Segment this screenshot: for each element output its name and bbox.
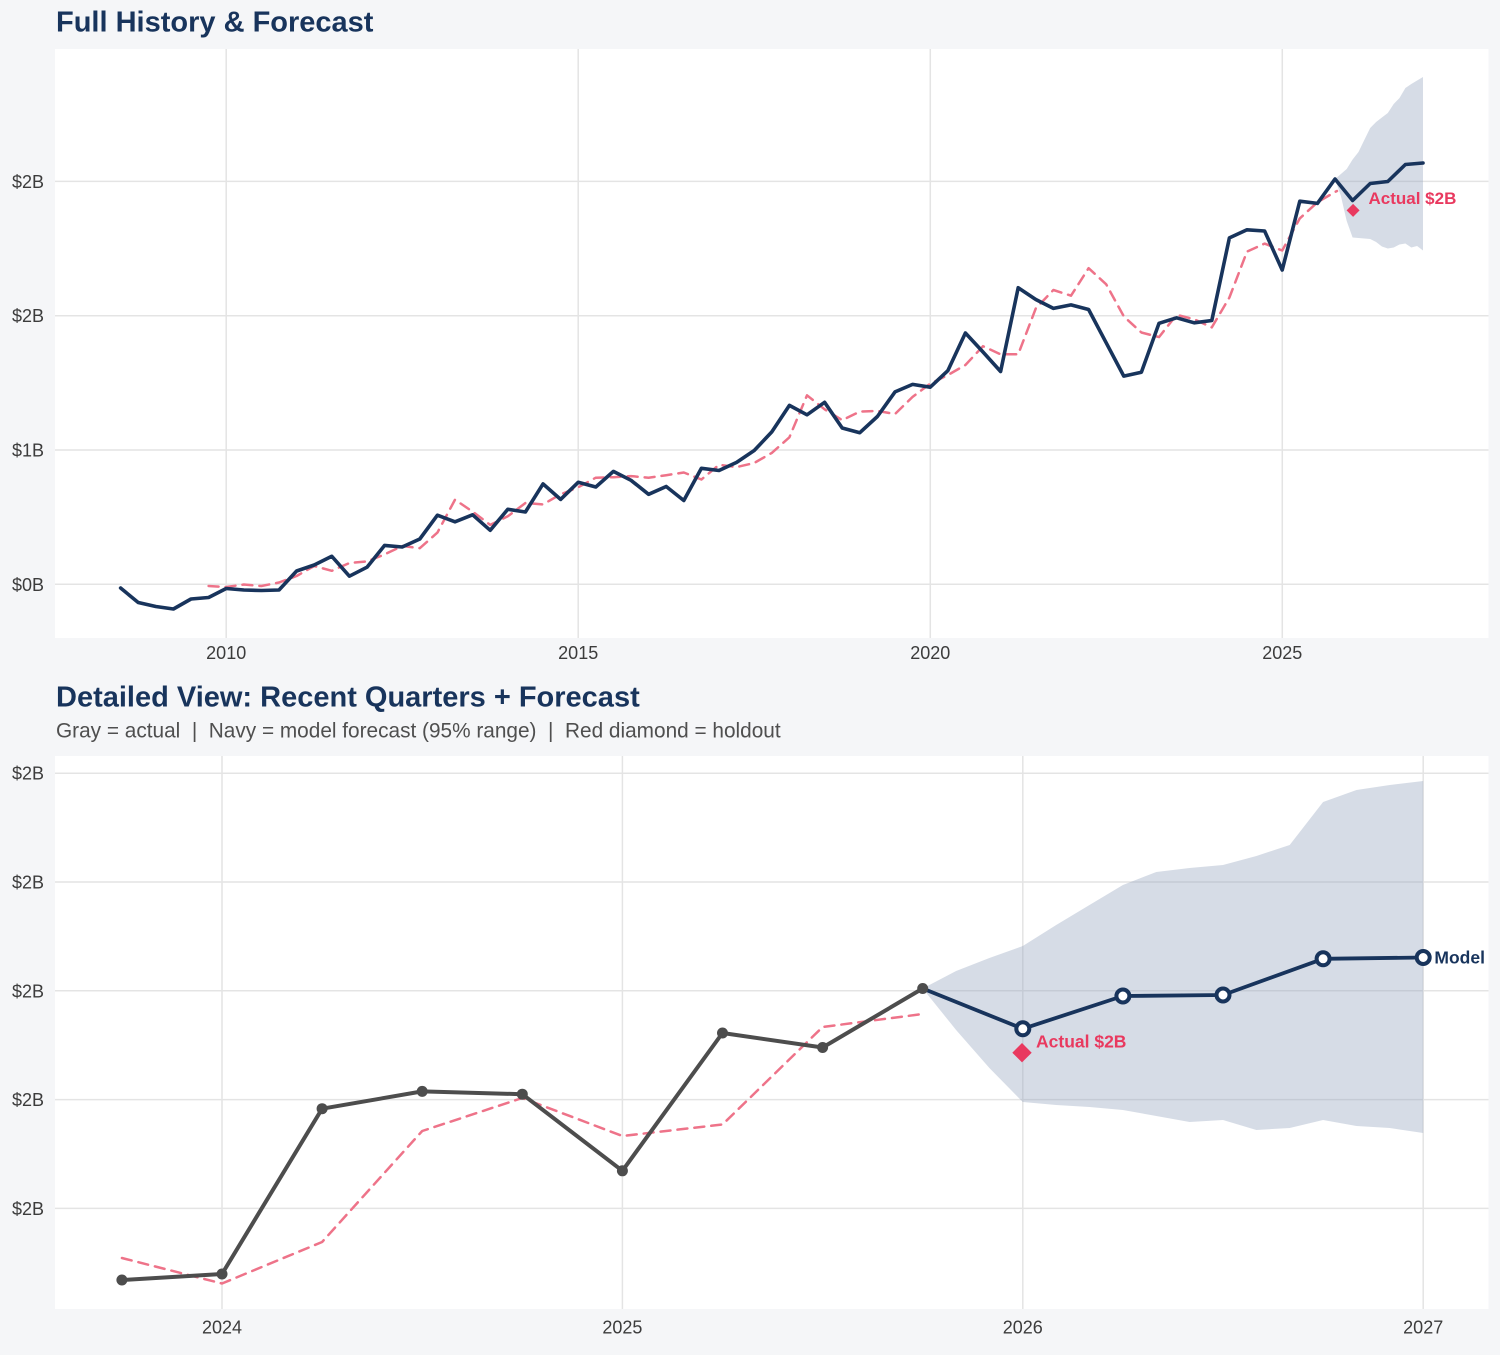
svg-text:2010: 2010: [206, 643, 246, 663]
svg-text:$2B: $2B: [12, 981, 44, 1001]
svg-text:2015: 2015: [558, 643, 598, 663]
svg-text:2025: 2025: [1262, 643, 1302, 663]
svg-text:Detailed View: Recent Quarters: Detailed View: Recent Quarters + Forecas…: [56, 682, 640, 714]
svg-text:2026: 2026: [1003, 1318, 1043, 1338]
svg-text:Actual $2B: Actual $2B: [1036, 1032, 1126, 1052]
svg-text:Actual $2B: Actual $2B: [1369, 189, 1457, 208]
svg-text:$2B: $2B: [12, 1199, 44, 1219]
svg-text:Gray = actual | Navy = model: Gray = actual | Navy = model forecast (9…: [56, 720, 781, 743]
svg-text:Full History & Forecast: Full History & Forecast: [56, 7, 374, 39]
svg-text:$2B: $2B: [12, 764, 44, 784]
svg-text:2020: 2020: [910, 643, 950, 663]
svg-text:$2B: $2B: [12, 172, 44, 192]
svg-text:$2B: $2B: [12, 1090, 44, 1110]
svg-text:$0B: $0B: [12, 575, 44, 595]
svg-text:2027: 2027: [1403, 1318, 1443, 1338]
svg-text:Model: Model: [1434, 948, 1485, 968]
svg-text:2025: 2025: [602, 1318, 642, 1338]
svg-text:$2B: $2B: [12, 873, 44, 893]
svg-text:$2B: $2B: [12, 306, 44, 326]
svg-text:2024: 2024: [202, 1318, 242, 1338]
svg-text:$1B: $1B: [12, 441, 44, 461]
